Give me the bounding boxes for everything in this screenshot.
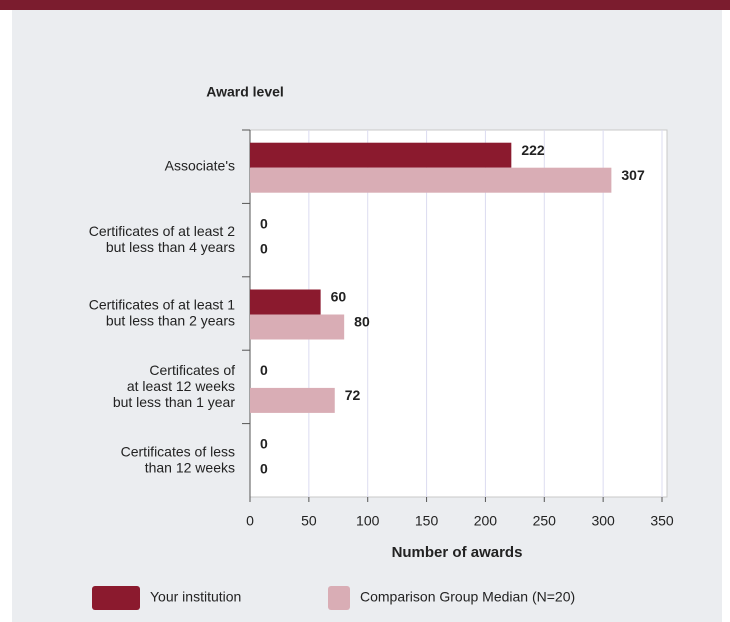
bar [250, 387, 335, 413]
value-label: 0 [260, 240, 268, 256]
value-label: 0 [260, 215, 268, 231]
value-label: 0 [260, 362, 268, 378]
y-tick-label: Certificates of at least 12 weeks but less… [113, 362, 236, 410]
y-tick-label: Certificates of at least 2 but less than … [89, 223, 236, 255]
legend-swatch [328, 586, 350, 610]
bar [250, 167, 612, 193]
x-tick-label: 200 [474, 513, 498, 529]
x-tick-label: 350 [650, 513, 674, 529]
x-axis-title: Number of awards [392, 544, 523, 561]
legend-swatch [92, 586, 140, 610]
legend-label: Your institution [150, 589, 241, 605]
y-tick-label: Certificates of at least 1 but less than … [89, 296, 236, 328]
value-label: 80 [354, 314, 370, 330]
y-axis-title: Award level [206, 84, 284, 100]
value-label: 222 [521, 142, 545, 158]
value-label: 0 [260, 436, 268, 452]
value-label: 72 [345, 387, 361, 403]
bar [250, 142, 512, 168]
x-tick-label: 0 [246, 513, 254, 529]
y-tick-label: Associate's [165, 157, 235, 173]
top-band [0, 0, 730, 10]
x-tick-label: 150 [415, 513, 439, 529]
x-tick-label: 50 [301, 513, 317, 529]
x-tick-label: 100 [356, 513, 380, 529]
y-tick-label: Certificates of less than 12 weeks [121, 443, 235, 475]
value-label: 60 [331, 289, 347, 305]
value-label: 0 [260, 461, 268, 477]
bar [250, 314, 345, 340]
x-tick-label: 300 [591, 513, 615, 529]
x-tick-label: 250 [533, 513, 557, 529]
bar [250, 289, 321, 315]
value-label: 307 [621, 167, 645, 183]
legend-label: Comparison Group Median (N=20) [360, 589, 575, 605]
